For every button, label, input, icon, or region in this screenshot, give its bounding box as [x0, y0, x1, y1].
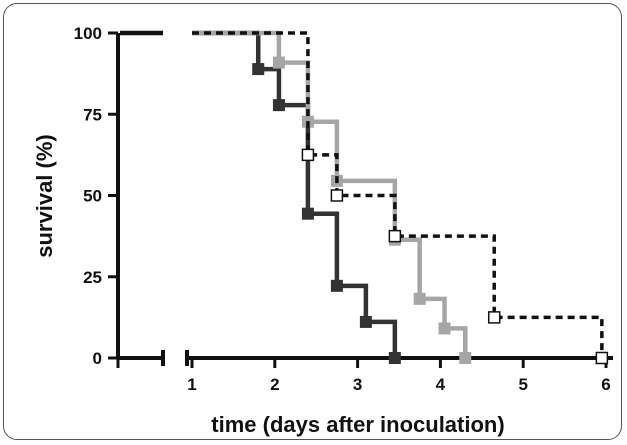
series-2-marker: [413, 292, 426, 305]
y-tick-label: 100: [74, 24, 102, 43]
x-tick-label: 1: [187, 375, 196, 394]
y-tick-label: 50: [83, 187, 102, 206]
series-3: [192, 31, 609, 365]
y-tick-label: 25: [83, 268, 102, 287]
series-1-marker: [330, 279, 343, 292]
series-2-marker: [272, 56, 285, 69]
series-1-line: [192, 30, 398, 358]
series-1-marker: [388, 352, 401, 364]
x-tick-label: 5: [518, 375, 527, 394]
series-2: [192, 30, 472, 364]
series-1: [120, 30, 401, 364]
x-tick-label: 4: [436, 375, 446, 394]
x-tick-label: 6: [601, 375, 610, 394]
series-2-line: [192, 30, 468, 358]
series-3-line: [192, 31, 604, 358]
series-1-marker: [272, 99, 285, 112]
series-3-marker: [487, 311, 501, 324]
y-tick-label: 75: [83, 105, 102, 124]
series-3-marker: [388, 229, 402, 243]
series-1-marker: [359, 315, 372, 328]
series-1-marker: [252, 63, 265, 76]
series-2-marker: [438, 322, 451, 335]
y-axis-ticks: 0 25 50 75 100: [74, 24, 118, 368]
x-axis-title: time (days after inoculation): [211, 412, 504, 437]
x-tick-label: 2: [270, 375, 279, 394]
series-3-marker: [301, 148, 315, 162]
y-axis-title: survival (%): [32, 134, 57, 258]
x-tick-label: 3: [353, 375, 362, 394]
series-3-marker: [330, 189, 344, 202]
series-layer: [120, 30, 609, 365]
figure-frame: [3, 3, 622, 440]
plot-area: 1 2 3 4 5 6 0 25 50 75 100 time (days after inocu…: [32, 24, 613, 437]
series-1-marker: [301, 207, 314, 220]
series-2-marker: [459, 352, 472, 364]
series-3-marker: [595, 351, 609, 365]
y-tick-label: 0: [93, 349, 102, 368]
